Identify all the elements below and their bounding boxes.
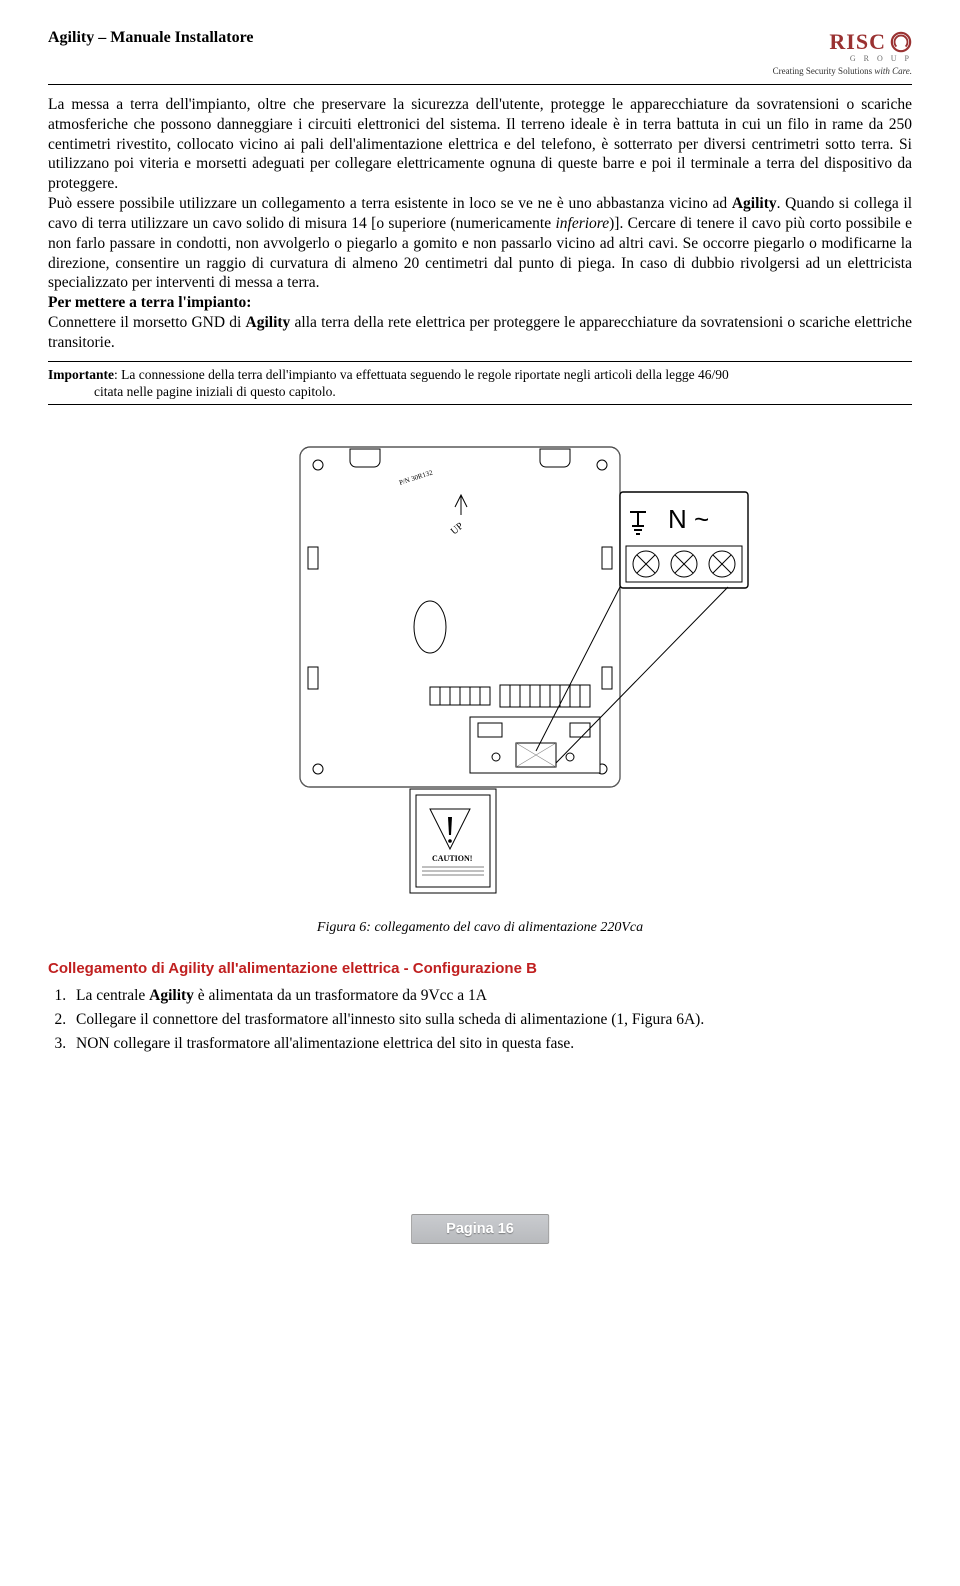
logo-tagline: Creating Security Solutions with Care. [773,66,912,78]
page-footer: Pagina 16 [48,1214,912,1248]
document-title: Agility – Manuale Installatore [48,28,253,48]
logo-main: RISC [773,28,912,56]
page-number: Pagina 16 [411,1214,549,1245]
body-para-3: Connettere il morsetto GND di Agility al… [48,313,912,353]
terminal-label: N ~ [668,504,709,534]
list-item: NON collegare il trasformatore all'alime… [70,1034,912,1054]
figure-6: UP P/N 30R132 CAUTION! [48,427,912,937]
logo-icon [890,31,912,53]
caution-label: CAUTION! [432,854,472,863]
important-note: Importante: La connessione della terra d… [48,361,912,406]
subheading-ground: Per mettere a terra l'impianto: [48,293,912,313]
config-b-steps: La centrale Agility è alimentata da un t… [48,986,912,1053]
brand-logo: RISC G R O U P Creating Security Solutio… [773,28,912,78]
list-item: Collegare il connettore del trasformator… [70,1010,912,1030]
section-heading-config-b: Collegamento di Agility all'alimentazion… [48,959,912,978]
body-para-1: La messa a terra dell'impianto, oltre ch… [48,95,912,194]
header-rule [48,84,912,85]
body-para-2: Può essere possibile utilizzare un colle… [48,194,912,293]
logo-text: RISC [829,28,886,56]
figure-caption: Figura 6: collegamento del cavo di alime… [48,919,912,937]
wiring-diagram: UP P/N 30R132 CAUTION! [200,427,760,907]
list-item: La centrale Agility è alimentata da un t… [70,986,912,1006]
page-header: Agility – Manuale Installatore RISC G R … [48,28,912,78]
